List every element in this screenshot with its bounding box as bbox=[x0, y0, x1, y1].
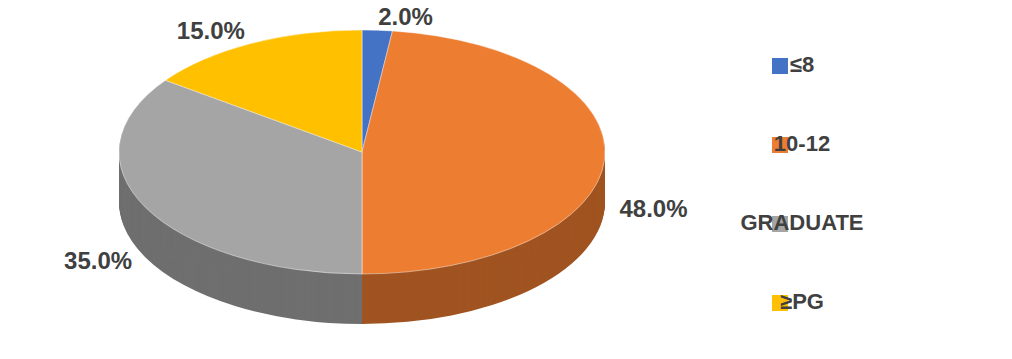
svg-text:≤8: ≤8 bbox=[790, 52, 814, 77]
svg-text:10-12: 10-12 bbox=[774, 131, 830, 156]
svg-text:≥PG: ≥PG bbox=[780, 289, 824, 314]
svg-text:2.0%: 2.0% bbox=[378, 3, 433, 30]
svg-text:48.0%: 48.0% bbox=[619, 195, 687, 222]
svg-text:15.0%: 15.0% bbox=[177, 17, 245, 44]
svg-text:35.0%: 35.0% bbox=[64, 247, 132, 274]
svg-text:GRADUATE: GRADUATE bbox=[740, 210, 863, 235]
